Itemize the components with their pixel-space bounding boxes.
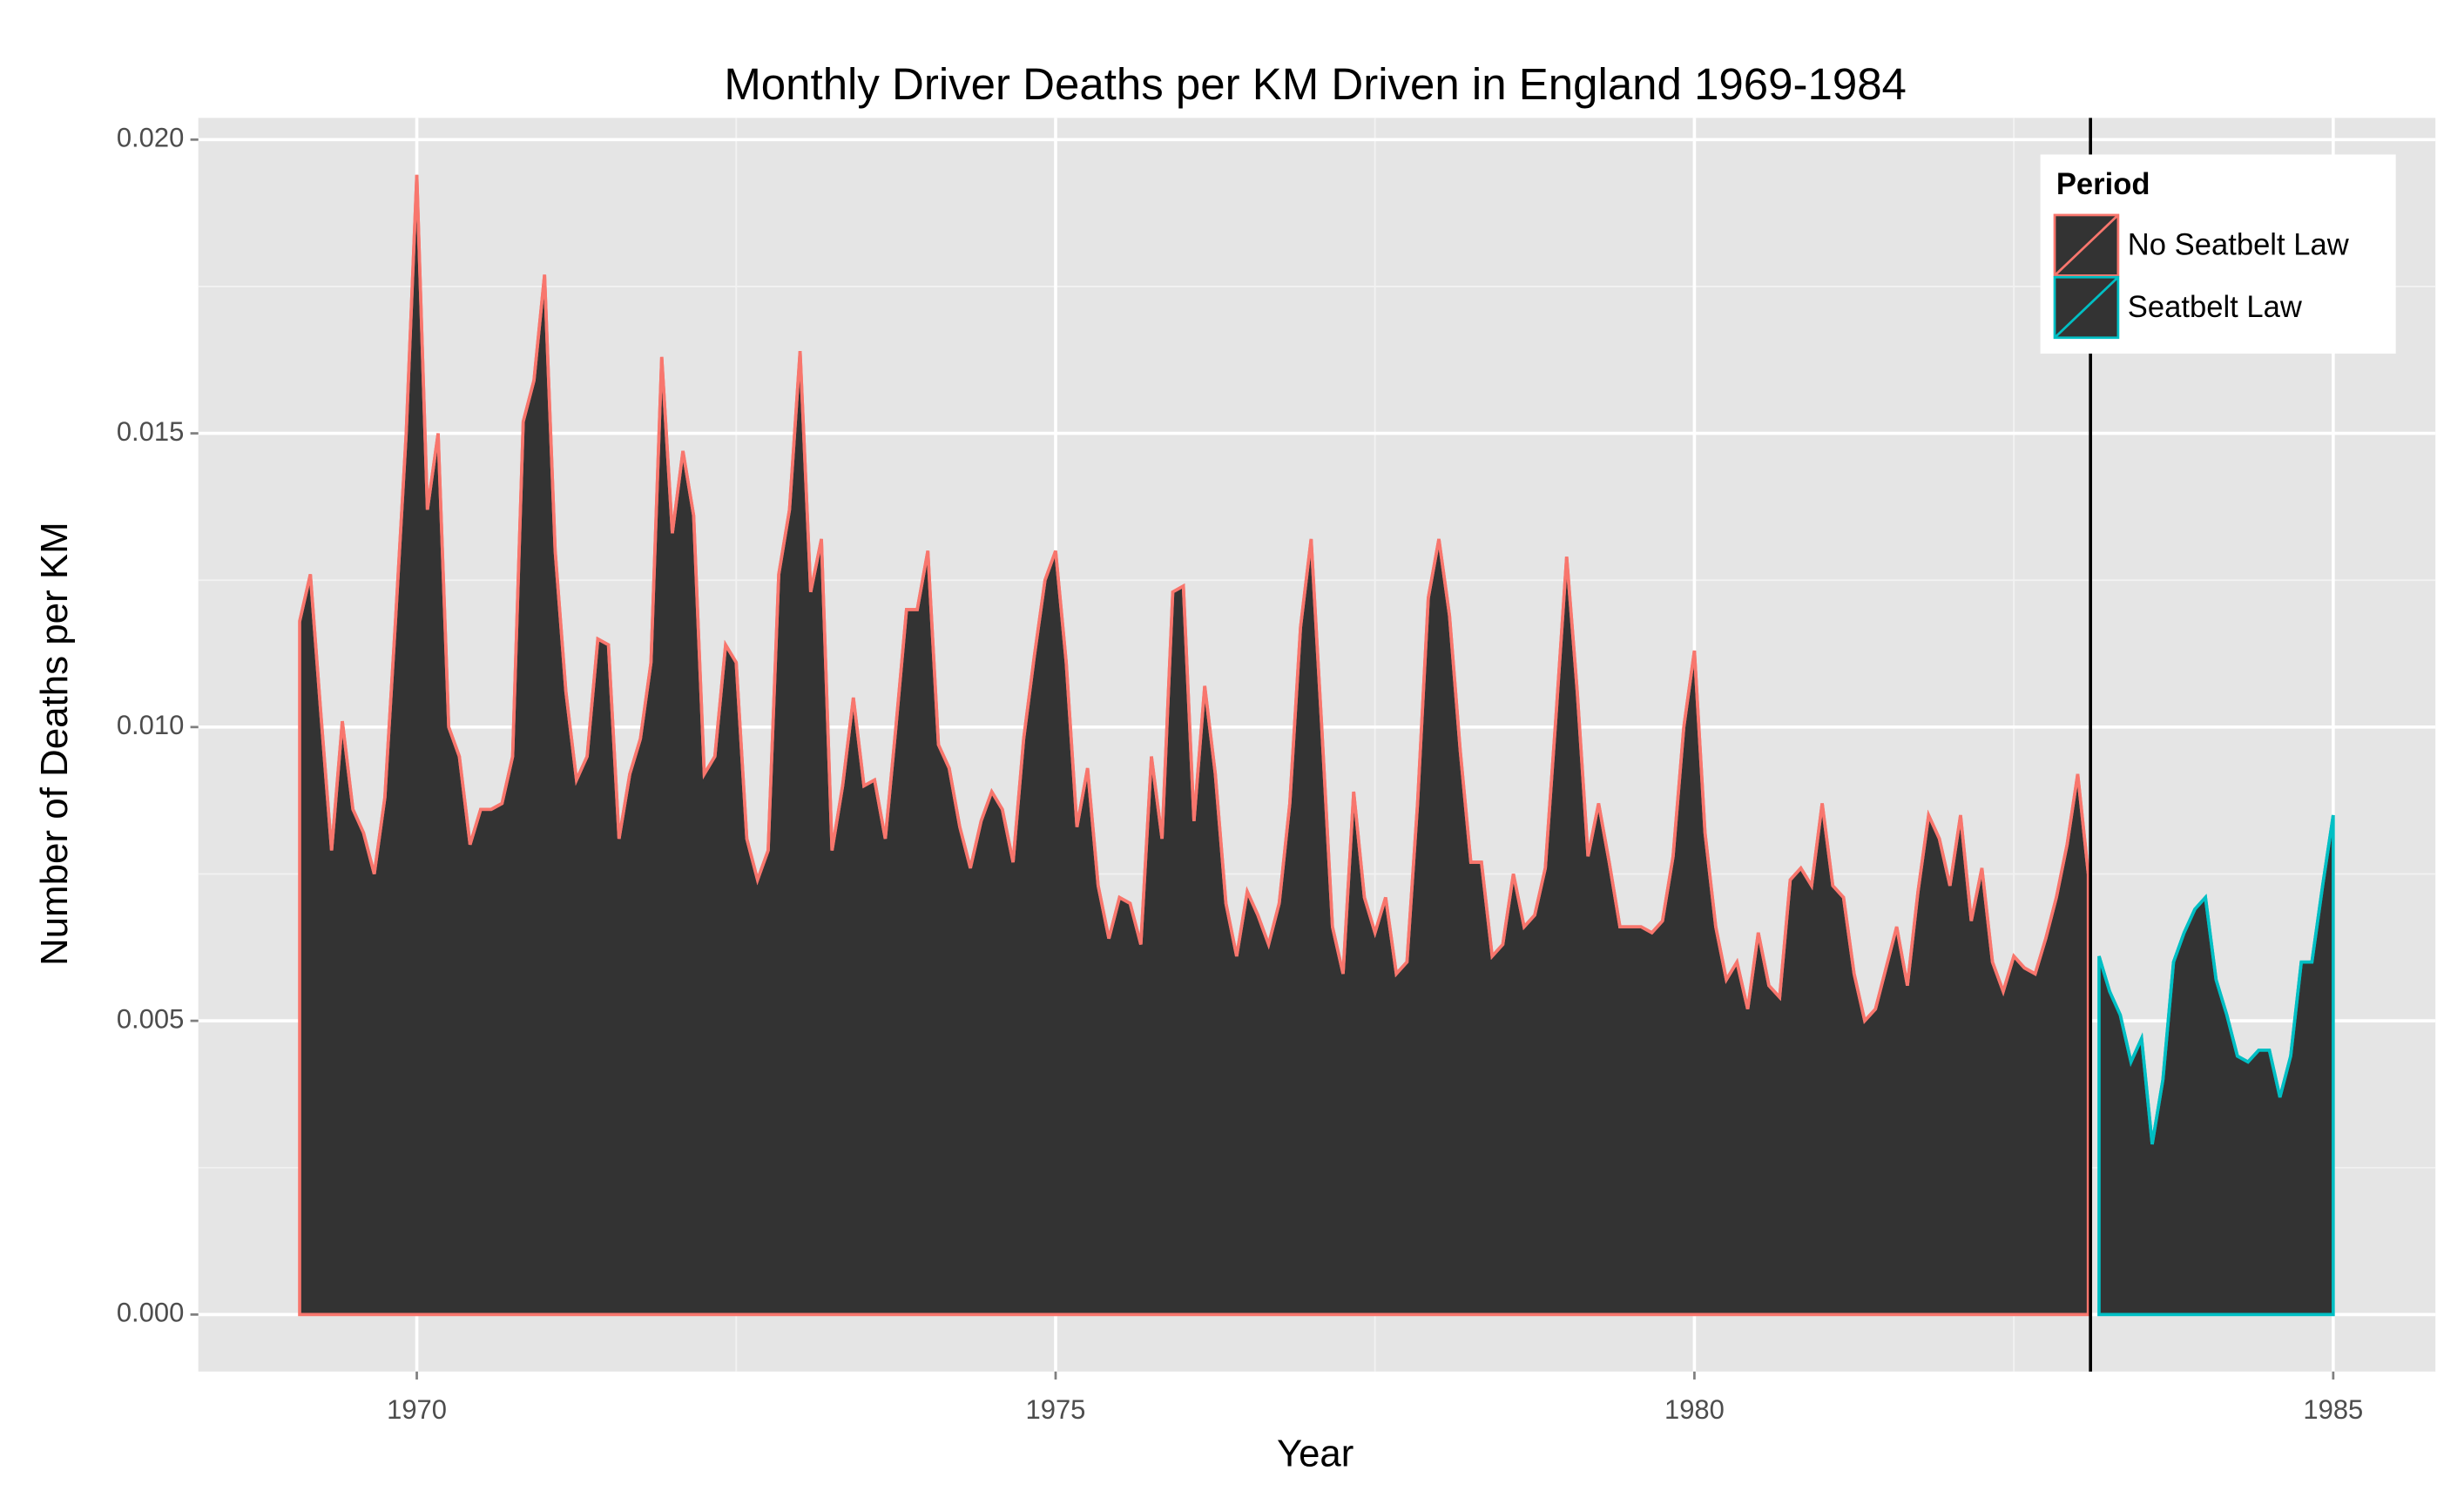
x-tick-label: 1970: [387, 1394, 447, 1425]
x-tick-label: 1980: [1664, 1394, 1725, 1425]
legend-key-line: [2054, 213, 2119, 277]
legend-label: No Seatbelt Law: [2128, 229, 2350, 262]
x-tick-label: 1975: [1026, 1394, 1086, 1425]
y-axis-label: Number of Deaths per KM: [33, 522, 76, 966]
y-tick-label: 0.005: [117, 1003, 184, 1034]
area-line: [298, 174, 2090, 1024]
legend-label: Seatbelt Law: [2128, 291, 2303, 324]
y-tick-label: 0.010: [117, 710, 184, 740]
area-line: [2097, 814, 2335, 1145]
x-tick-label: 1985: [2303, 1394, 2363, 1425]
y-tick-label: 0.020: [117, 122, 184, 152]
legend-title: Period: [2056, 168, 2150, 201]
legend-key-line: [2054, 276, 2119, 339]
y-tick-label: 0.000: [117, 1298, 184, 1328]
y-tick-label: 0.015: [117, 416, 184, 447]
x-axis-label: Year: [1277, 1432, 1354, 1474]
chart-title: Monthly Driver Deaths per KM Driven in E…: [724, 59, 1907, 109]
